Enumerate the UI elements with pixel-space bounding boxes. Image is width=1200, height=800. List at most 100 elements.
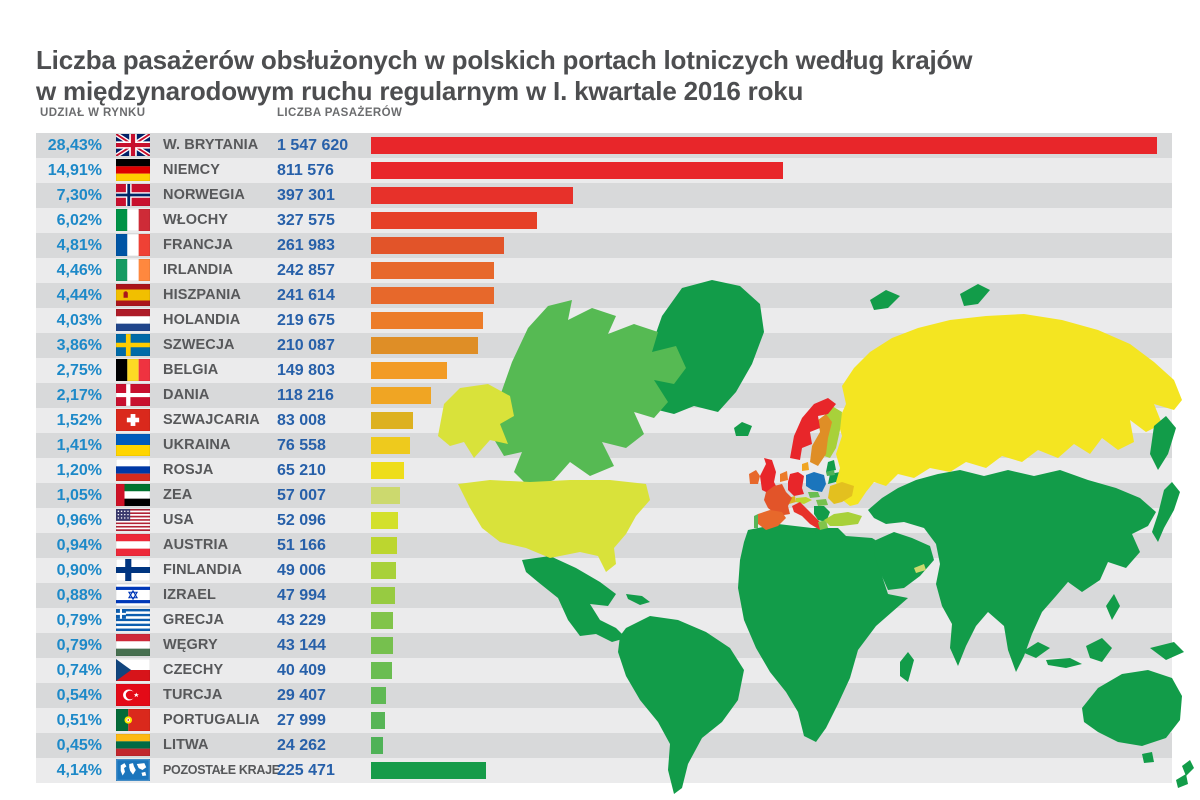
passenger-count-value: 241 614	[277, 287, 335, 304]
passenger-bar	[371, 612, 393, 629]
country-label: ZEA	[163, 487, 193, 503]
at-flag-icon	[116, 534, 150, 556]
table-row-at: 0,94% AUSTRIA 51 166	[36, 533, 1200, 558]
passenger-bar	[371, 287, 494, 304]
ch-flag-icon	[116, 409, 150, 431]
passenger-bar	[371, 212, 538, 229]
passenger-bar	[371, 687, 386, 704]
country-label: HISZPANIA	[163, 287, 241, 303]
table-row-es: 4,44% HISZPANIA 241 614	[36, 283, 1200, 308]
country-flag-icon	[116, 459, 150, 481]
country-flag-icon	[116, 359, 150, 381]
market-share-value: 6,02%	[56, 212, 102, 229]
passenger-count-value: 43 229	[277, 612, 326, 629]
country-flag-icon	[116, 709, 150, 731]
market-share-value: 0,94%	[56, 537, 102, 554]
table-row-ru: 1,20% ROSJA 65 210	[36, 458, 1200, 483]
passenger-count-value: 261 983	[277, 237, 335, 254]
tr-flag-icon	[116, 684, 150, 706]
country-flag-icon	[116, 759, 150, 781]
passenger-bar	[371, 412, 414, 429]
passenger-count-value: 57 007	[277, 487, 326, 504]
country-label: FINLANDIA	[163, 562, 243, 578]
table-row-nl: 4,03% HOLANDIA 219 675	[36, 308, 1200, 333]
market-share-value: 0,79%	[56, 637, 102, 654]
passenger-bar	[371, 662, 392, 679]
fi-flag-icon	[116, 559, 150, 581]
table-row-gb: 28,43% W. BRYTANIA 1 547 620	[36, 133, 1200, 158]
country-flag-icon	[116, 409, 150, 431]
market-share-value: 4,14%	[56, 762, 102, 779]
country-label: IRLANDIA	[163, 262, 234, 278]
market-share-value: 0,90%	[56, 562, 102, 579]
market-share-value: 1,52%	[56, 412, 102, 429]
market-share-value: 0,45%	[56, 737, 102, 754]
table-row-world: 4,14% POZOSTAŁE KRAJE 225 471	[36, 758, 1200, 783]
market-share-value: 0,88%	[56, 587, 102, 604]
market-share-value: 7,30%	[56, 187, 102, 204]
country-label: IZRAEL	[163, 587, 216, 603]
passenger-bar	[371, 137, 1157, 154]
table-row-gr: 0,79% GRECJA 43 229	[36, 608, 1200, 633]
pt-flag-icon	[116, 709, 150, 731]
country-label: SZWAJCARIA	[163, 412, 260, 428]
market-share-value: 3,86%	[56, 337, 102, 354]
se-flag-icon	[116, 334, 150, 356]
table-row-lt: 0,45% LITWA 24 262	[36, 733, 1200, 758]
country-label: WĘGRY	[163, 637, 218, 653]
passenger-bar	[371, 187, 573, 204]
passenger-count-value: 27 999	[277, 712, 326, 729]
passenger-count-value: 327 575	[277, 212, 335, 229]
market-share-value: 0,79%	[56, 612, 102, 629]
passenger-bar	[371, 462, 405, 479]
country-flag-icon	[116, 384, 150, 406]
market-share-value: 28,43%	[47, 137, 102, 154]
market-share-value: 0,96%	[56, 512, 102, 529]
country-flag-icon	[116, 484, 150, 506]
country-flag-icon	[116, 584, 150, 606]
country-flag-icon	[116, 209, 150, 231]
country-flag-icon	[116, 534, 150, 556]
passenger-count-value: 76 558	[277, 437, 326, 454]
country-flag-icon	[116, 134, 150, 156]
passenger-count-value: 210 087	[277, 337, 335, 354]
table-row-pt: 0,51% PORTUGALIA 27 999	[36, 708, 1200, 733]
country-flag-icon	[116, 184, 150, 206]
passenger-count-value: 24 262	[277, 737, 326, 754]
passenger-count-value: 40 409	[277, 662, 326, 679]
market-share-value: 14,91%	[47, 162, 102, 179]
country-flag-icon	[116, 734, 150, 756]
country-label: SZWECJA	[163, 337, 235, 353]
passenger-count-value: 242 857	[277, 262, 335, 279]
country-flag-icon	[116, 259, 150, 281]
no-flag-icon	[116, 184, 150, 206]
market-share-value: 4,46%	[56, 262, 102, 279]
country-label: ROSJA	[163, 462, 214, 478]
table-row-cz: 0,74% CZECHY 40 409	[36, 658, 1200, 683]
country-label: TURCJA	[163, 687, 223, 703]
table-row-ie: 4,46% IRLANDIA 242 857	[36, 258, 1200, 283]
country-flag-icon	[116, 159, 150, 181]
passenger-bar	[371, 262, 495, 279]
page-title: Liczba pasażerów obsłużonych w polskich …	[36, 45, 972, 107]
passenger-bar	[371, 337, 478, 354]
market-share-value: 0,54%	[56, 687, 102, 704]
country-label: DANIA	[163, 387, 210, 403]
passenger-bar	[371, 487, 400, 504]
es-flag-icon	[116, 284, 150, 306]
passenger-count-value: 65 210	[277, 462, 326, 479]
table-row-no: 7,30% NORWEGIA 397 301	[36, 183, 1200, 208]
passenger-count-value: 225 471	[277, 762, 335, 779]
nl-flag-icon	[116, 309, 150, 331]
ua-flag-icon	[116, 434, 150, 456]
market-share-value: 4,81%	[56, 237, 102, 254]
cz-flag-icon	[116, 659, 150, 681]
table-row-fi: 0,90% FINLANDIA 49 006	[36, 558, 1200, 583]
country-label: POZOSTAŁE KRAJE	[163, 763, 280, 777]
country-label: HOLANDIA	[163, 312, 241, 328]
country-label: LITWA	[163, 737, 209, 753]
country-label: W. BRYTANIA	[163, 137, 259, 153]
passenger-count-value: 397 301	[277, 187, 335, 204]
country-flag-icon	[116, 634, 150, 656]
passenger-bar	[371, 387, 431, 404]
